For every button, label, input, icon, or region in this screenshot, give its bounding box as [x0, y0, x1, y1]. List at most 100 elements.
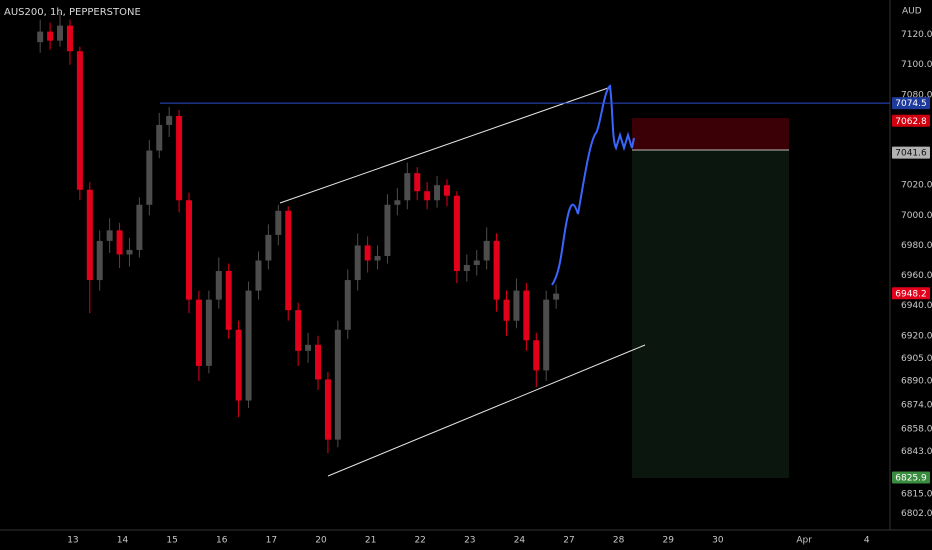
price-badge-label: 7062.8 [895, 117, 927, 127]
y-tick-label: 6858.0 [901, 425, 932, 435]
x-tick-label: 13 [67, 536, 78, 546]
price-badge-label: 6948.2 [895, 289, 927, 299]
candle-body [463, 265, 470, 272]
candle-body [265, 234, 272, 261]
y-tick-label: 6815.0 [901, 489, 932, 499]
projection-path [551, 84, 635, 286]
candle-body [156, 124, 163, 151]
x-tick-label: Apr [796, 536, 812, 546]
price-badge [892, 146, 930, 159]
candle-body [344, 280, 351, 330]
candle-body [245, 290, 252, 401]
candle-body [533, 340, 540, 371]
channel-lower [327, 344, 646, 477]
candle-body [205, 299, 212, 366]
candle-body [136, 204, 143, 250]
x-tick-label: 16 [216, 536, 228, 546]
candle-body [483, 240, 490, 261]
y-tick-label: 7100.0 [901, 60, 932, 70]
y-tick-label: 7000.0 [901, 211, 932, 221]
y-tick-label: 6980.0 [901, 241, 932, 251]
y-tick-label: 6940.0 [901, 301, 932, 311]
candle-body [334, 329, 341, 440]
candle-body [314, 344, 321, 380]
x-tick-label: 14 [117, 536, 129, 546]
x-tick-label: 30 [712, 536, 724, 546]
candle-body [195, 299, 202, 366]
candle-body [235, 329, 242, 401]
y-tick-label: 7080.0 [901, 90, 932, 100]
candle-body [225, 271, 232, 330]
candle-body [126, 249, 133, 255]
candle-body [503, 299, 510, 321]
target-zone [632, 150, 789, 478]
candle-body [76, 51, 83, 190]
candle-body [493, 240, 500, 300]
candle-body [57, 25, 64, 41]
candle-body [364, 245, 371, 261]
y-tick-label: 6905.0 [901, 354, 932, 364]
price-badge [892, 287, 930, 300]
y-tick-label: 6920.0 [901, 331, 932, 341]
candle-body [543, 299, 550, 371]
candle-body [96, 240, 103, 281]
price-badge-label: 7041.6 [895, 149, 927, 159]
x-tick-label: 21 [365, 536, 376, 546]
y-tick-label: 7120.0 [901, 30, 932, 40]
candle-body [166, 115, 173, 125]
price-badge-label: 7074.5 [895, 99, 927, 109]
candle-body [116, 230, 123, 255]
candle-body [394, 200, 401, 205]
x-tick-label: 28 [613, 536, 625, 546]
candle-body [434, 185, 441, 201]
candle-body [354, 245, 361, 281]
y-tick-label: 6960.0 [901, 271, 932, 281]
x-tick-label: 17 [266, 536, 277, 546]
candle-body [285, 210, 292, 311]
candle-body [106, 230, 113, 241]
candle-body [275, 210, 282, 235]
candle-body [324, 379, 331, 440]
candle-body [384, 204, 391, 256]
candle-body [453, 195, 460, 272]
x-tick-label: 27 [563, 536, 574, 546]
x-tick-label: 22 [414, 536, 425, 546]
candle-body [414, 173, 421, 192]
candle-body [513, 290, 520, 321]
candle-body [176, 115, 183, 201]
price-badge [892, 97, 930, 110]
candle-body [404, 173, 411, 201]
y-tick-label: 6890.0 [901, 376, 932, 386]
x-tick-label: 29 [663, 536, 675, 546]
candle-body [553, 293, 560, 300]
candle-body [305, 344, 312, 351]
plot-area [37, 12, 560, 454]
candle-body [295, 310, 302, 351]
x-tick-label: 23 [464, 536, 475, 546]
channel-upper [279, 87, 609, 204]
price-badge [892, 471, 930, 484]
y-tick-label: 6802.0 [901, 509, 932, 519]
candle-body [146, 150, 153, 205]
candle-body [37, 31, 44, 43]
candle-body [523, 290, 530, 341]
candle-body [255, 260, 262, 291]
x-tick-label: 15 [166, 536, 177, 546]
candle-body [473, 260, 480, 265]
price-badge-label: 6825.9 [895, 473, 927, 483]
y-tick-label: 6843.0 [901, 447, 932, 457]
stop-zone [632, 118, 789, 150]
axis-label: AUD [902, 7, 922, 17]
y-tick-label: 7020.0 [901, 181, 932, 191]
x-tick-label: 24 [514, 536, 526, 546]
price-badge [892, 114, 930, 127]
candle-body [443, 185, 450, 196]
candle-body [186, 200, 193, 300]
candle-body [374, 255, 381, 261]
candle-body [66, 25, 73, 52]
chart-title: AUS200, 1h, PEPPERSTONE [4, 7, 141, 18]
candle-body [424, 191, 431, 201]
x-tick-label: 20 [315, 536, 327, 546]
